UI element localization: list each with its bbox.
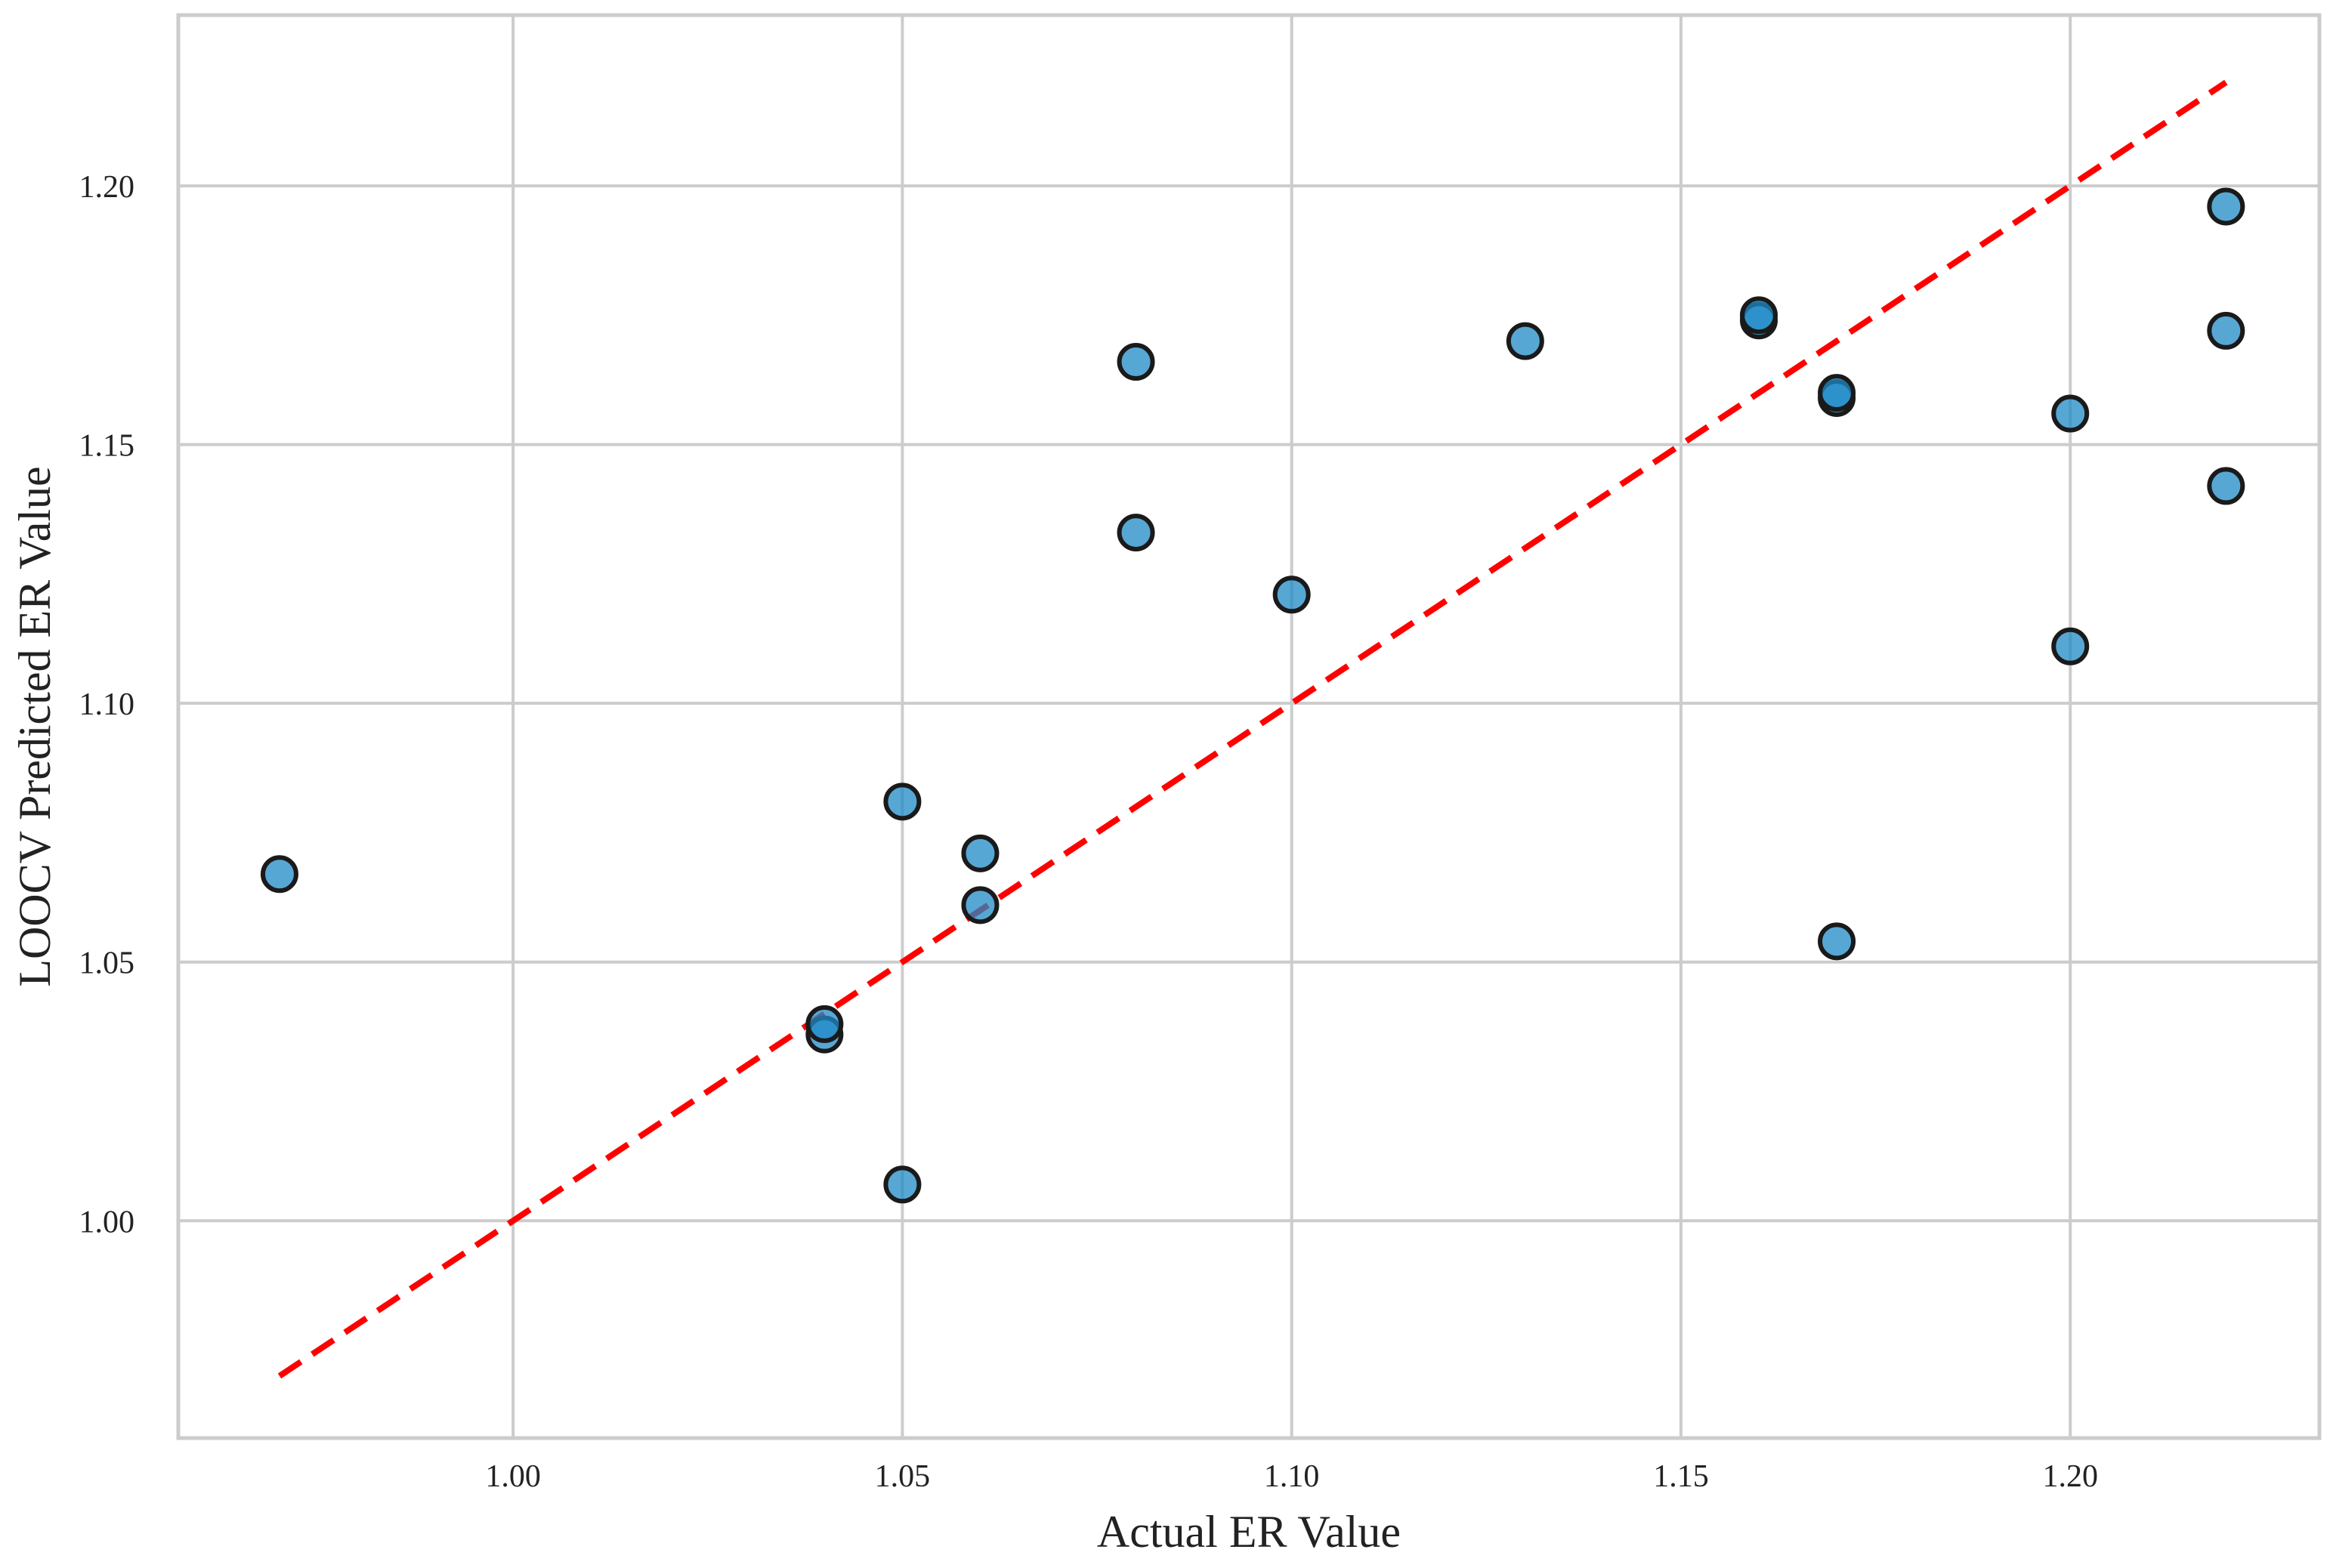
plot-frame [176,13,2322,1440]
data-point [961,834,1000,872]
x-tick-labels: 1.00 1.05 1.10 1.15 1.20 [485,1459,2098,1494]
data-points [260,187,2245,1204]
y-tick-label: 1.00 [79,1205,135,1239]
x-tick-label: 1.00 [485,1459,541,1494]
x-axis-label: Actual ER Value [1097,1507,1401,1557]
data-point [805,1005,844,1043]
data-point [2207,187,2245,226]
y-tick-labels: 1.00 1.05 1.10 1.15 1.20 [79,170,135,1239]
data-point [2051,394,2090,433]
data-point [2207,467,2245,505]
data-point [1117,343,1155,381]
data-point [2051,627,2090,665]
data-point [961,886,1000,924]
y-tick-label: 1.05 [79,946,135,981]
y-tick-label: 1.10 [79,687,135,722]
data-point [1818,374,1856,412]
data-point [883,1165,922,1204]
data-point [260,855,298,894]
data-point [883,782,922,821]
x-tick-label: 1.15 [1653,1459,1709,1494]
x-tick-label: 1.05 [875,1459,931,1494]
y-axis-label: LOOCV Predicted ER Value [10,466,60,986]
reference-line [277,79,2228,1379]
y-tick-label: 1.15 [79,429,135,464]
data-point [1818,922,1856,961]
data-point [1506,322,1544,360]
data-point [2207,311,2245,350]
y-tick-label: 1.20 [79,170,135,205]
data-point [1117,514,1155,552]
data-point [1740,296,1778,335]
data-point [1272,576,1311,614]
y-gridlines [178,184,2319,1223]
x-tick-label: 1.20 [2042,1459,2098,1494]
x-gridlines [511,15,2072,1438]
x-tick-label: 1.10 [1264,1459,1320,1494]
